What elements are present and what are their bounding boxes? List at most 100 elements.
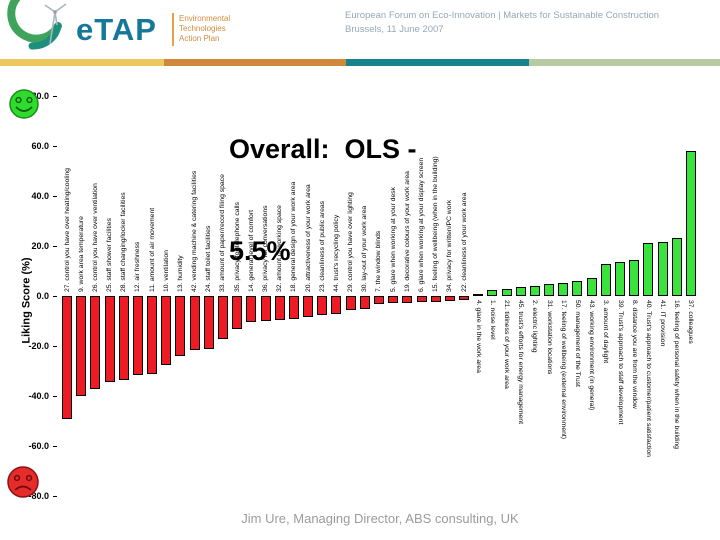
y-tick-label: 80.0 (31, 91, 49, 101)
category-label: 42. vending machine & catering facilitie… (191, 170, 199, 292)
bar-positive (586, 278, 597, 296)
bar-positive (515, 286, 526, 296)
category-label: 13. humidity (176, 255, 184, 292)
bar-negative (288, 296, 299, 319)
y-tick-mark (53, 496, 57, 497)
category-label: 21. tidiness of your work area (503, 300, 511, 389)
bar-negative (217, 296, 228, 339)
category-label: 7. the window blinds (375, 230, 383, 292)
category-label: 43. working environment (in general) (588, 300, 596, 411)
chart-title: Overall: OLS - 5.5% (229, 64, 417, 336)
bar-negative (260, 296, 271, 321)
bar-negative (203, 296, 214, 349)
bar-negative (402, 296, 413, 303)
bar-positive (473, 294, 484, 297)
y-tick-mark (53, 146, 57, 147)
category-label: 6. glare when working at your display sc… (418, 157, 425, 292)
y-tick-label: 0.0 (36, 291, 49, 301)
bar-negative (104, 296, 115, 383)
category-label: 18. general design of your work area (290, 181, 298, 292)
category-label: 37. colleagues (687, 300, 695, 344)
tagline-line: Environmental (179, 14, 231, 23)
category-label: 44. trust's recycling policy (332, 214, 340, 292)
sad-face-icon (7, 466, 39, 498)
bar-positive (487, 290, 498, 296)
y-tick-label: 40.0 (31, 191, 49, 201)
stripe-segment (529, 59, 720, 66)
etap-logo-swirl-icon (7, 0, 67, 50)
category-label: 31. workstation locations (545, 300, 553, 375)
category-label: 25. staff shower facilities (106, 218, 114, 292)
category-label: 24. staff toilet facilities (205, 225, 213, 292)
header-color-stripe (0, 59, 720, 66)
category-label: 19. decorative colours of your work area (403, 171, 411, 292)
category-label: 4. glare in the work area (474, 300, 482, 373)
bar-negative (303, 296, 314, 317)
etap-tagline: Environmental Technologies Action Plan (179, 14, 230, 44)
category-label: 1. noise level (488, 300, 496, 340)
category-label: 29. control you have over lighting (347, 192, 355, 292)
y-tick-mark (53, 446, 57, 447)
bar-negative (317, 296, 328, 315)
bar-negative (175, 296, 186, 356)
bar-positive (558, 283, 569, 296)
category-label: 28. staff changing/locker facilities (120, 192, 128, 292)
y-tick-mark (53, 396, 57, 397)
stripe-segment (346, 59, 529, 66)
category-label: 26. control you have over ventilation (91, 183, 99, 292)
tagline-line: Technologies (179, 24, 226, 33)
bar-negative (76, 296, 87, 396)
category-label: 32. amount of working space (276, 205, 284, 292)
bar-positive (643, 242, 654, 296)
bar-negative (132, 296, 143, 375)
category-label: 34. privacy for written/PC work (446, 199, 454, 292)
category-label: 9. work area temperature (77, 216, 85, 292)
category-label: 3. amount of daylight (602, 300, 610, 364)
y-tick-label: -80.0 (28, 491, 49, 501)
bar-negative (161, 296, 172, 365)
category-label: 2. electric lighting (531, 300, 539, 353)
bar-positive (671, 238, 682, 296)
bar-positive (544, 284, 555, 296)
wind-turbine-icon (44, 3, 67, 45)
bar-negative (359, 296, 370, 309)
event-title: European Forum on Eco-Innovation | Marke… (345, 9, 659, 37)
category-label: 27. control you have over heating/coolin… (63, 168, 71, 292)
event-line-1: European Forum on Eco-Innovation | Marke… (345, 10, 660, 21)
bar-positive (685, 151, 696, 296)
happy-face-icon (9, 89, 39, 119)
bar-negative (416, 296, 427, 302)
category-label: 14. general level of comfort (247, 210, 255, 292)
y-tick-label: -60.0 (28, 441, 49, 451)
bar-positive (657, 241, 668, 296)
y-tick-mark (53, 246, 57, 247)
category-label: 30. lay-out of your work area (361, 205, 369, 292)
category-label: 5. glare when working at your desk (389, 186, 397, 292)
bar-positive (572, 281, 583, 296)
category-label: 33. amount of paper/record filing space (219, 174, 227, 292)
y-tick-label: 20.0 (31, 241, 49, 251)
bar-negative (189, 296, 200, 350)
category-label: 17. feeling of wellbeing (external envir… (559, 300, 567, 440)
bar-negative (62, 296, 72, 419)
y-tick-mark (53, 346, 57, 347)
bar-negative (274, 296, 285, 320)
bar-positive (600, 264, 611, 296)
logo-divider (172, 13, 174, 46)
category-label: 23. cleanliness of public areas (318, 200, 326, 292)
y-tick-label: 60.0 (31, 141, 49, 151)
bar-negative (118, 296, 129, 380)
bar-negative (430, 296, 441, 302)
y-tick-mark (53, 96, 57, 97)
bar-positive (529, 285, 540, 296)
y-tick-label: -20.0 (28, 341, 49, 351)
category-label: 8. distance you are from the window (630, 300, 638, 409)
etap-wordmark: eTAP (76, 12, 157, 47)
tagline-line: Action Plan (179, 34, 220, 43)
y-tick-mark (53, 296, 57, 297)
category-label: 39. Trust's approach to staff developmen… (616, 300, 624, 425)
bar-negative (444, 296, 455, 302)
category-label: 15. feeling of wellbeing (when in the bu… (432, 156, 440, 292)
category-label: 22. cleanliness of your work area (460, 192, 468, 292)
bar-negative (459, 296, 470, 300)
